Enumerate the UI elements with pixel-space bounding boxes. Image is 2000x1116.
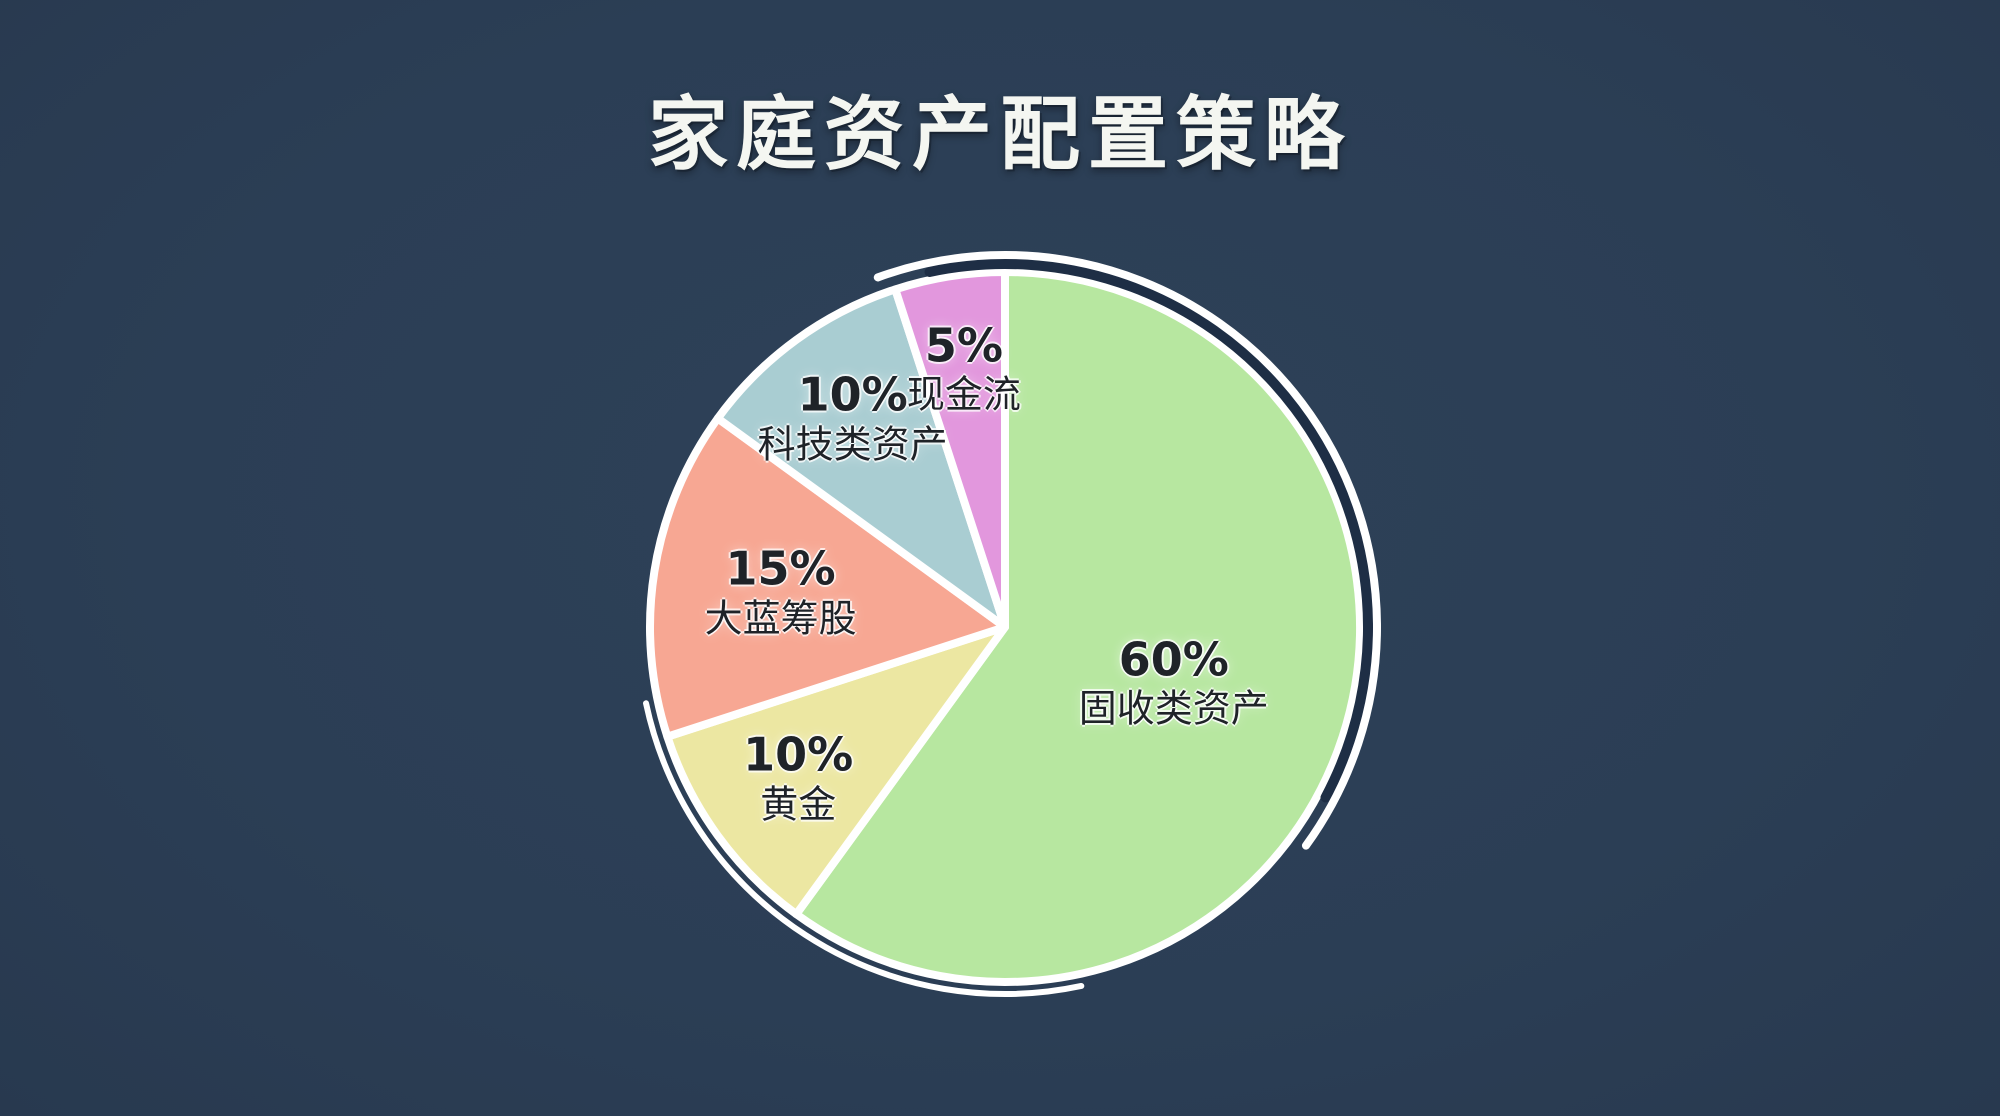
slice-percent: 60%: [1118, 632, 1229, 687]
pie-slice-label-1: 60% 固收类资产: [1079, 632, 1269, 731]
pie-slice-label-3: 15% 大蓝筹股: [705, 542, 857, 641]
slice-percent: 5%: [924, 317, 1003, 372]
pie-slice-2: [663, 623, 1009, 919]
pie-slice-4: [713, 285, 1009, 631]
pie-sketch-white-arc-top: [873, 251, 1381, 850]
slice-name: 固收类资产: [1078, 686, 1269, 731]
pie-sketch-white-arc-bottom: [643, 700, 1085, 997]
pie-slice-3: [646, 414, 1009, 741]
pie-sketch-dark-arc: [924, 259, 1373, 803]
slice-percent: 10%: [743, 727, 854, 782]
slice-name: 科技类资产: [757, 422, 948, 467]
pie-slice-1: [792, 268, 1364, 986]
pie-slice-label-5: 5% 现金流: [907, 318, 1021, 417]
slice-name: 大蓝筹股: [704, 596, 857, 641]
pie-slice-label-2: 10% 黄金: [743, 728, 853, 827]
slice-name: 黄金: [760, 781, 837, 826]
pie-slice-5: [891, 268, 1009, 631]
slice-percent: 10%: [797, 367, 908, 422]
chart-title: 家庭资产配置策略: [648, 88, 1352, 181]
slice-percent: 15%: [725, 541, 836, 596]
pie-slice-label-4: 10% 科技类资产: [758, 368, 948, 467]
slice-name: 现金流: [906, 372, 1021, 417]
